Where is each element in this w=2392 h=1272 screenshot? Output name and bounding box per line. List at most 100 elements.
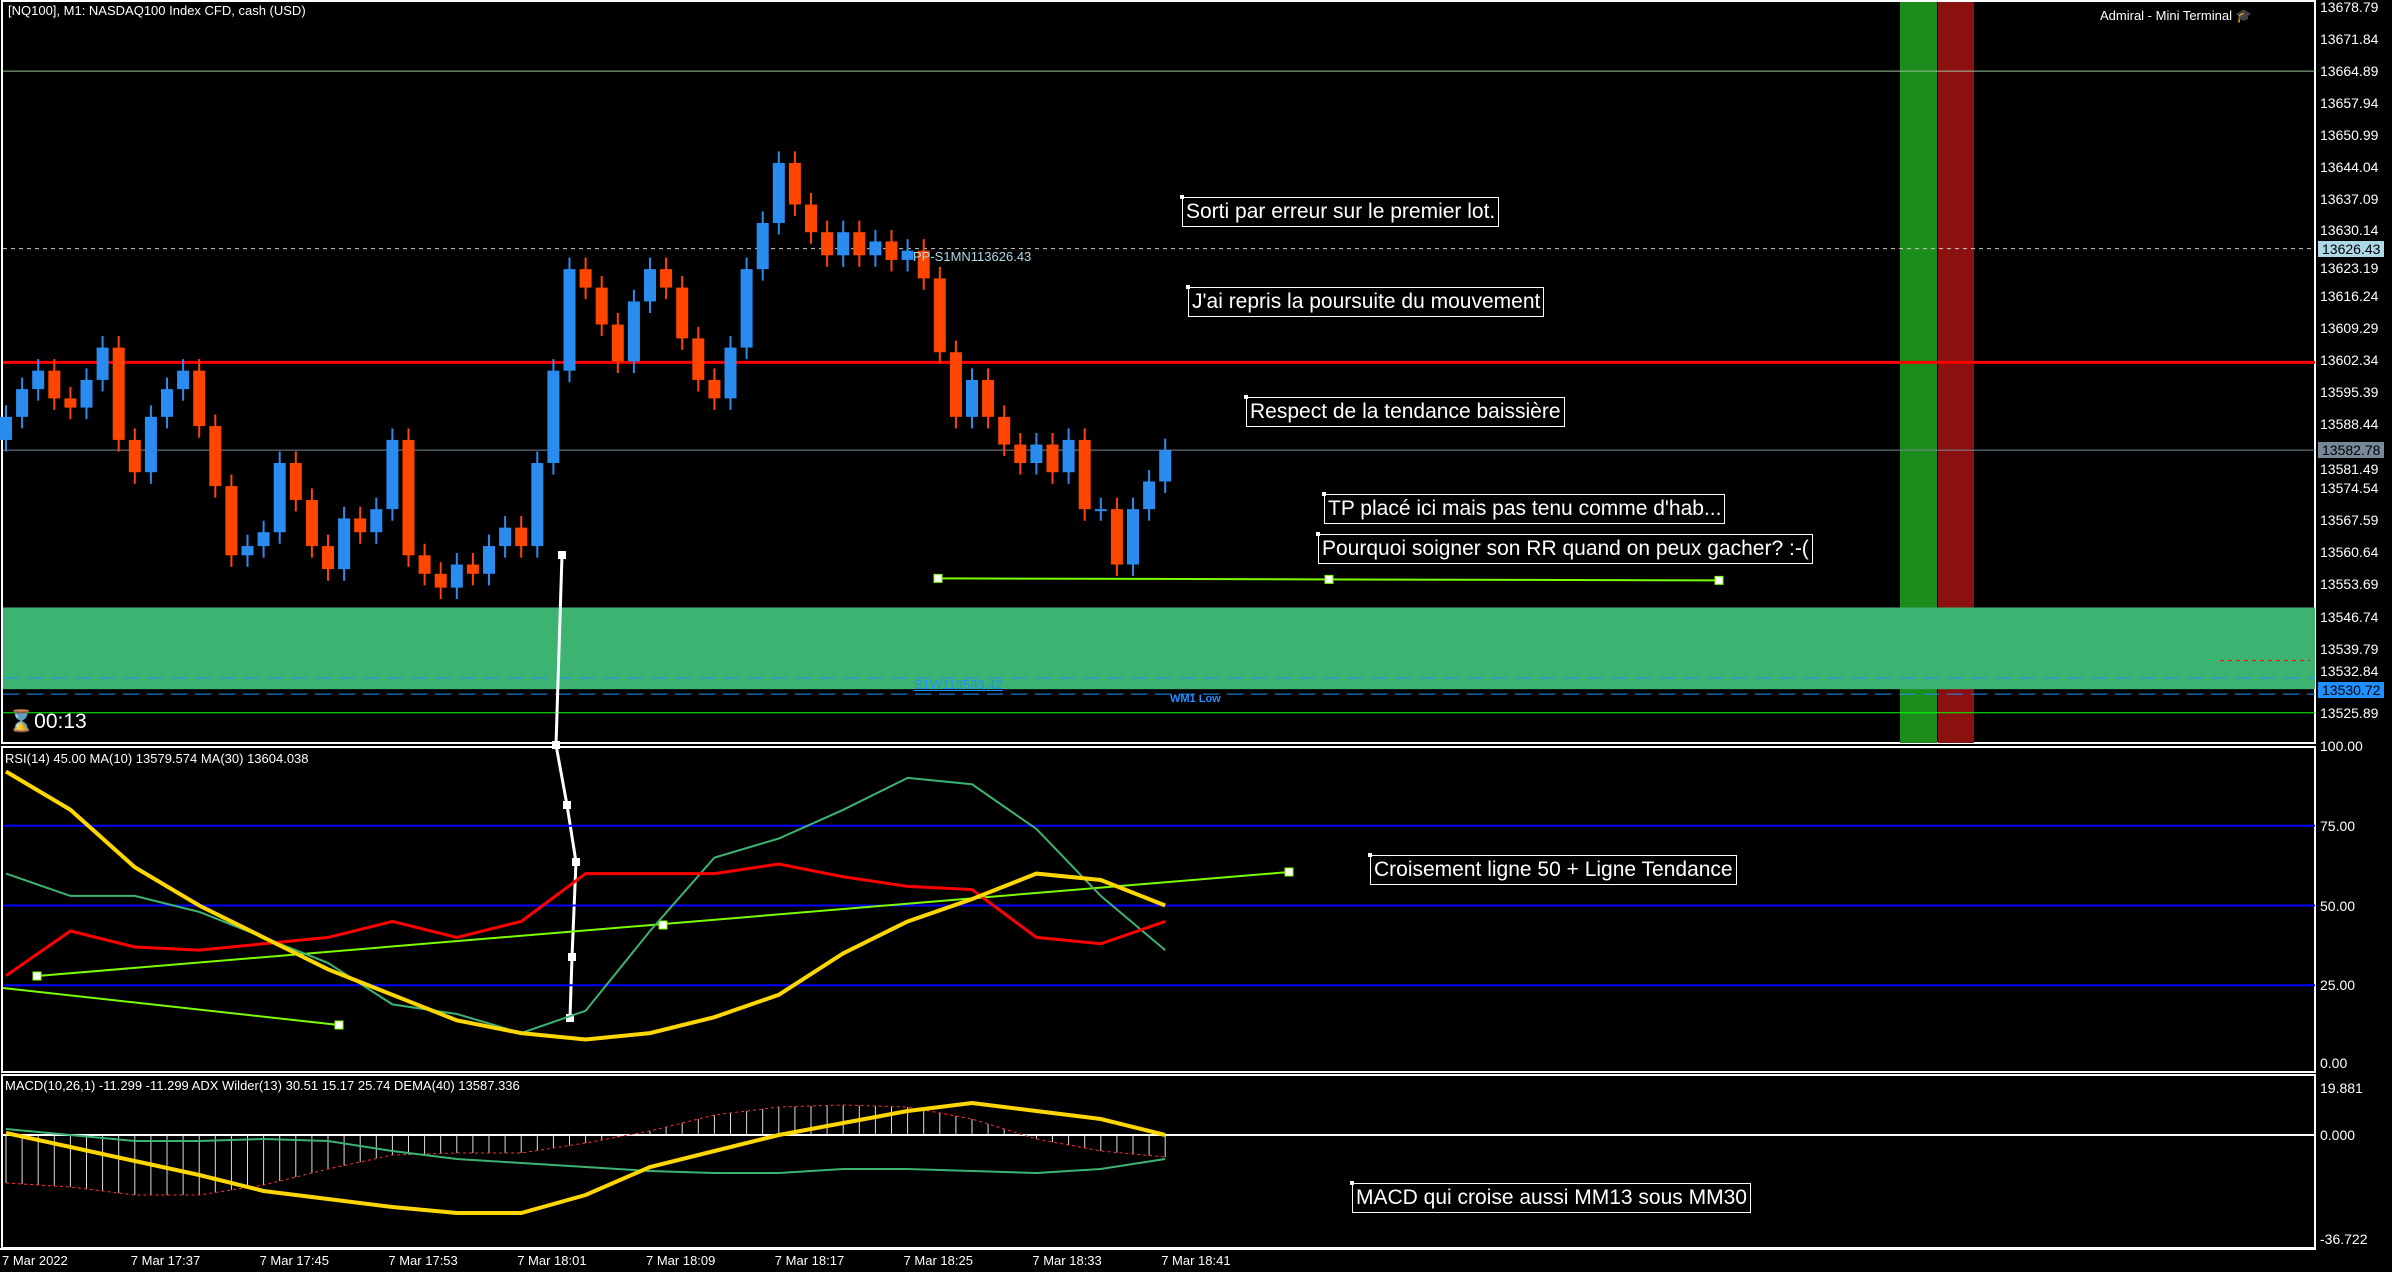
price-marker: 13530.72: [2318, 682, 2385, 699]
chart-title: [NQ100], M1: NASDAQ100 Index CFD, cash (…: [8, 3, 306, 18]
macd-label: MACD(10,26,1) -11.299 -11.299 ADX Wilder…: [5, 1078, 520, 1093]
price-marker: 13582.78: [2318, 442, 2385, 459]
time-axis-label: 7 Mar 18:25: [903, 1253, 973, 1268]
price-axis-label: 13546.74: [2320, 608, 2379, 625]
trendline-handle: [658, 920, 668, 930]
candle-body: [805, 204, 817, 233]
time-axis-label: 7 Mar 17:45: [259, 1253, 329, 1268]
candle-body: [483, 546, 495, 574]
candle-body: [1127, 509, 1139, 565]
candle-body: [1078, 439, 1091, 510]
candle-body: [676, 287, 689, 339]
ma10-line: [5, 776, 1166, 1035]
ma30-line: [4, 769, 1166, 1042]
hourglass-icon: ⌛: [8, 710, 35, 733]
candle-body: [16, 389, 29, 417]
candle-body: [1159, 450, 1172, 482]
candle-body: [1046, 444, 1059, 473]
rsi-label: RSI(14) 45.00 MA(10) 13579.574 MA(30) 13…: [5, 751, 309, 766]
candle-body: [563, 269, 576, 371]
candle-body: [209, 426, 222, 487]
annotation-tp[interactable]: TP placé ici mais pas tenu comme d'hab..…: [1321, 492, 1726, 524]
candle-body: [837, 232, 850, 256]
annotation-macd[interactable]: MACD qui croise aussi MM13 sous MM30: [1350, 1181, 1751, 1213]
candle-body: [627, 301, 640, 362]
candle-body: [338, 518, 351, 570]
rsi-panel-border: [1, 746, 2316, 1073]
rsi-axis-label: 50.00: [2320, 897, 2356, 914]
candle-body: [853, 232, 866, 256]
macd-axis-label: 19.881: [2320, 1080, 2363, 1096]
mini-terminal-label[interactable]: Admiral - Mini Terminal 🎓: [2100, 8, 2252, 24]
candle-body: [273, 462, 286, 533]
graduation-cap-icon: 🎓: [2235, 8, 2252, 23]
candle-body: [96, 347, 109, 380]
price-axis-label: 13630.14: [2320, 221, 2379, 238]
time-axis-label: 7 Mar 17:37: [130, 1253, 201, 1268]
tp-line-handle: [933, 573, 943, 583]
candle-body: [740, 269, 753, 348]
tp-line-handle: [1324, 574, 1334, 584]
time-axis-label: 7 Mar 18:09: [646, 1253, 716, 1268]
candle-body: [128, 439, 141, 473]
candle-body: [660, 269, 673, 288]
path-handle: [558, 551, 566, 559]
annotation-sorti[interactable]: Sorti par erreur sur le premier lot.: [1179, 195, 1500, 227]
price-axis-label: 13560.64: [2320, 544, 2379, 561]
annotation-croisement[interactable]: Croisement ligne 50 + Ligne Tendance: [1368, 853, 1737, 885]
rsi-line: [5, 862, 1166, 977]
candle-body: [772, 162, 785, 223]
candle-body: [499, 527, 512, 547]
candle-body: [305, 499, 318, 547]
candle-body: [756, 222, 769, 270]
annotation-respect[interactable]: Respect de la tendance baissière: [1244, 395, 1565, 427]
path-handle: [552, 741, 560, 749]
price-axis-label: 13657.94: [2320, 95, 2379, 112]
price-axis-label: 13595.39: [2320, 383, 2379, 400]
candle-body: [531, 462, 544, 547]
timer-value: 00:13: [34, 710, 87, 733]
price-axis-label: 13574.54: [2320, 480, 2379, 497]
candle-body: [32, 370, 45, 390]
candle-body: [788, 162, 801, 205]
candle-body: [966, 379, 978, 417]
trendline-handle: [334, 1020, 344, 1030]
candle-body: [241, 546, 254, 556]
rsi-axis-label: 100.00: [2320, 738, 2363, 754]
rsi-axis-label: 0.00: [2320, 1055, 2348, 1071]
candle-body: [64, 398, 77, 408]
path-handle: [568, 953, 576, 961]
price-axis-label: 13602.34: [2320, 351, 2379, 368]
main-panel-border: [1, 0, 2316, 744]
candle-body: [144, 416, 157, 473]
pivot-label: PP-S1MN113626.43: [913, 249, 1032, 264]
support-zone: [3, 607, 2315, 690]
time-axis-label: 7 Mar 18:17: [774, 1253, 845, 1268]
time-axis-label: 7 Mar 18:33: [1032, 1253, 1102, 1268]
candle-body: [370, 509, 383, 533]
candle-body: [434, 573, 447, 588]
candle-body: [982, 379, 995, 417]
price-marker: 13626.43: [2318, 240, 2385, 257]
candle-body: [1030, 444, 1043, 463]
price-axis-label: 13664.89: [2320, 63, 2379, 80]
candle-body: [1014, 444, 1027, 463]
annotation-repris[interactable]: J'ai repris la poursuite du mouvement: [1185, 285, 1545, 317]
price-axis-label: 13525.89: [2320, 704, 2379, 721]
candle-body: [933, 278, 946, 353]
candle-body: [917, 250, 930, 279]
path-handle: [572, 858, 580, 866]
price-axis-label: 13637.09: [2320, 191, 2379, 208]
annotation-rr[interactable]: Pourquoi soigner son RR quand on peux ga…: [1316, 532, 1813, 564]
time-axis-label: 7 Mar 18:41: [1161, 1253, 1231, 1268]
price-axis-label: 13567.59: [2320, 512, 2379, 529]
candle-body: [466, 564, 479, 574]
time-axis-label: 7 Mar 2022: [2, 1253, 68, 1268]
candle-body: [885, 241, 898, 260]
candle-body: [821, 232, 834, 256]
candle-body: [0, 416, 12, 440]
candle-body: [322, 546, 334, 570]
wm1-low-label: WM1 Low: [1170, 693, 1221, 705]
price-axis-label: 13532.84: [2320, 663, 2379, 680]
